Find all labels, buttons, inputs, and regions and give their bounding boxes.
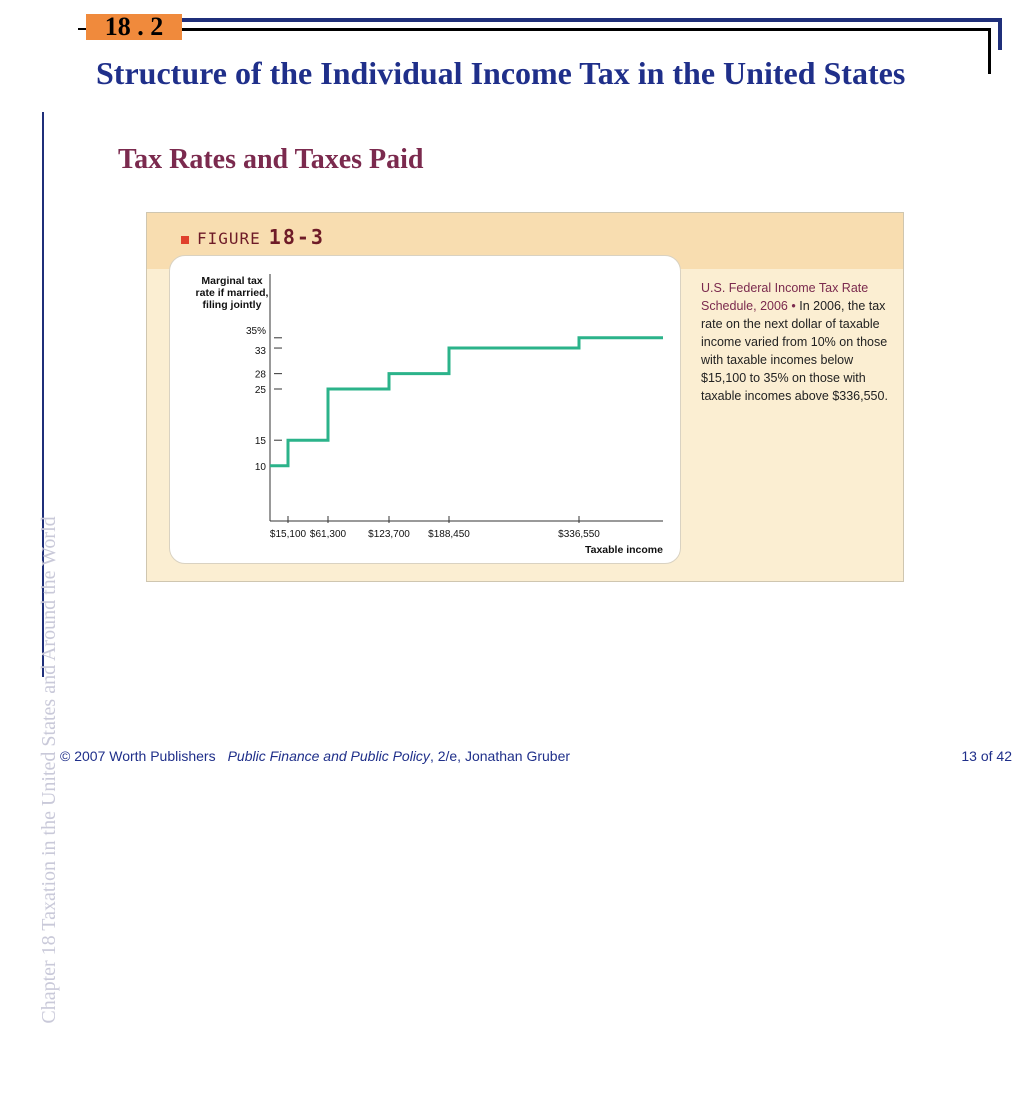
corner-rule-blue <box>998 18 1002 50</box>
series-line <box>270 336 663 468</box>
y-axis-label-line: Marginal tax <box>201 275 262 287</box>
slide-title: Structure of the Individual Income Tax i… <box>96 55 906 91</box>
y-tick-label: 35% <box>246 326 266 337</box>
chart-panel: Marginal tax rate if married, filing joint… <box>169 255 681 564</box>
y-tick-label: 10 <box>255 462 267 473</box>
section-number-badge: 18 . 2 <box>86 14 182 40</box>
header-rule-blue <box>182 18 1002 22</box>
footer: © 2007 Worth Publishers Public Finance an… <box>60 748 570 764</box>
caption-text: In 2006, the tax rate on the next dollar… <box>701 299 888 403</box>
footer-book-title: Public Finance and Public Policy <box>227 748 430 764</box>
figure-bullet-icon <box>181 236 189 244</box>
y-axis-label-line: filing jointly <box>203 299 262 311</box>
header-rule-left <box>78 28 88 30</box>
x-tick-label: $336,550 <box>558 529 600 540</box>
figure-word: FIGURE <box>197 229 261 248</box>
figure-caption: U.S. Federal Income Tax Rate Schedule, 2… <box>701 279 891 405</box>
y-tick-label: 25 <box>255 385 267 396</box>
page-number: 13 of 42 <box>961 748 1012 764</box>
y-tick-label: 15 <box>255 436 267 447</box>
x-axis-label: Taxable income <box>585 544 663 556</box>
slide-subtitle: Tax Rates and Taxes Paid <box>118 144 424 175</box>
chapter-side-label: Chapter 18 Taxation in the United States… <box>38 516 60 1024</box>
side-rule <box>42 112 44 677</box>
figure-panel: FIGURE 18-3 Marginal tax rate if married,… <box>146 212 904 582</box>
x-tick-label: $61,300 <box>310 529 347 540</box>
y-tick-label: 33 <box>255 346 267 357</box>
section-number: 18 . 2 <box>104 12 164 41</box>
x-ticks: $15,100 $61,300 $123,700 $188,450 $336,550 <box>270 516 600 540</box>
x-tick-label: $15,100 <box>270 529 307 540</box>
y-ticks: 10 15 25 28 33 35% <box>246 326 282 473</box>
header-rule <box>182 28 990 31</box>
x-tick-label: $188,450 <box>428 529 470 540</box>
caption-title: U.S. Federal Income Tax Rate Schedule, 2… <box>701 281 869 313</box>
figure-label: FIGURE 18-3 <box>181 225 325 249</box>
corner-rule-black <box>988 28 991 74</box>
y-axis-label-line: rate if married, <box>196 287 269 299</box>
y-tick-label: 28 <box>255 370 267 381</box>
footer-copyright: © 2007 Worth Publishers <box>60 748 216 764</box>
x-tick-label: $123,700 <box>368 529 410 540</box>
caption-bullet: • <box>791 299 796 313</box>
footer-book-details: , 2/e, Jonathan Gruber <box>429 748 571 764</box>
figure-number: 18-3 <box>268 225 325 249</box>
